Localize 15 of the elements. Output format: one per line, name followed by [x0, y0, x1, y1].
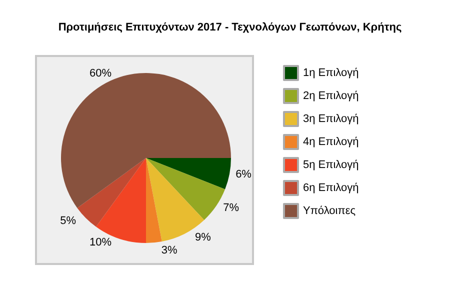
data-label: 60% — [89, 67, 112, 80]
data-label: 9% — [194, 231, 212, 244]
legend-label: 3η Επιλογή — [303, 113, 359, 125]
chart-title: Προτιμήσεις Επιτυχόντων 2017 - Τεχνολόγων Γεωπόνων, Κρήτης — [58, 22, 402, 34]
data-label: 3% — [161, 244, 178, 256]
data-label: 7% — [223, 202, 240, 214]
legend-label: Υπόλοιπες — [303, 205, 356, 217]
legend-label: 2η Επιλογή — [303, 90, 359, 102]
legend-label: 5η Επιλογή — [303, 159, 359, 171]
data-label: 10% — [89, 236, 112, 249]
legend-label: 4η Επιλογή — [303, 136, 359, 148]
data-label: 6% — [236, 168, 252, 181]
data-label: 5% — [60, 214, 76, 227]
legend-label: 6η Επιλογή — [303, 182, 359, 194]
legend-label: 1η Επιλογή — [303, 67, 359, 79]
